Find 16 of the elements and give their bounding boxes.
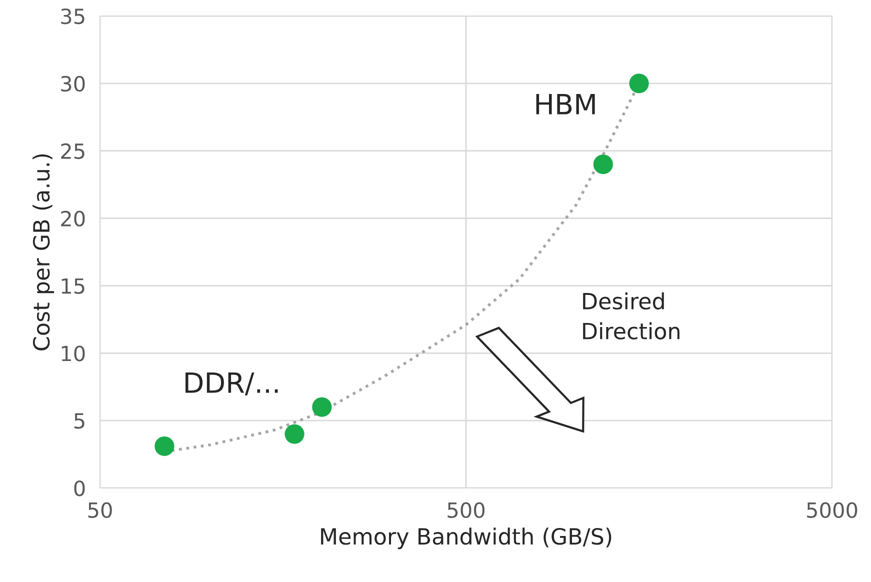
annotation: HBM: [536, 94, 595, 114]
annotation: Desired Direction: [583, 292, 680, 340]
y-axis-title: Cost per GB (a.u.): [32, 154, 54, 350]
x-tick-label: 50: [88, 502, 112, 518]
y-tick-label: 5: [74, 413, 84, 429]
x-axis-title: Memory Bandwidth (GB/S): [321, 528, 612, 550]
y-tick-label: 0: [74, 480, 85, 496]
y-tick-label: 35: [61, 8, 84, 24]
x-tick-label: 500: [448, 502, 484, 518]
y-tick-label: 15: [62, 278, 84, 294]
y-tick-label: 20: [61, 210, 85, 226]
y-tick-label: 30: [61, 76, 85, 92]
y-tick-label: 25: [61, 143, 84, 160]
y-tick-label: 10: [62, 346, 85, 362]
x-tick-label: 5000: [807, 502, 858, 518]
annotation: DDR/...: [186, 372, 278, 396]
